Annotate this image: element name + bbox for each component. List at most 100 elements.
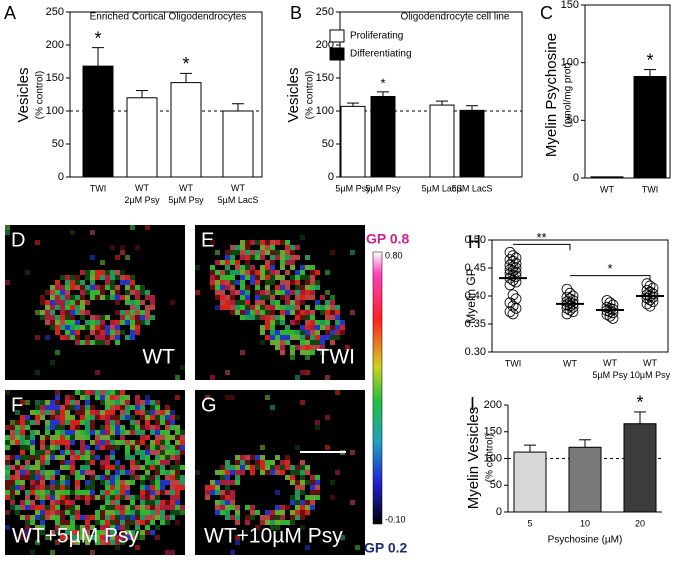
pixel	[135, 305, 140, 310]
pixel	[205, 395, 210, 400]
pixel	[220, 510, 225, 515]
pixel	[145, 505, 150, 510]
panel-letter: A	[4, 3, 16, 23]
pixel	[155, 405, 160, 410]
pixel	[105, 430, 110, 435]
pixel	[100, 325, 105, 330]
pixel	[15, 430, 20, 435]
pixel	[175, 395, 180, 400]
pixel	[105, 275, 110, 280]
pixel	[105, 425, 110, 430]
y-tick-label: 100	[561, 57, 579, 69]
pixel	[130, 305, 135, 310]
pixel	[275, 490, 280, 495]
pixel	[145, 315, 150, 320]
pixel	[130, 500, 135, 505]
pixel	[70, 305, 75, 310]
pixel	[120, 540, 125, 545]
pixel	[180, 445, 185, 450]
pixel	[245, 455, 250, 460]
pixel	[265, 280, 270, 285]
pixel	[35, 505, 40, 510]
pixel	[5, 470, 10, 475]
pixel	[110, 295, 115, 300]
pixel	[5, 440, 10, 445]
pixel	[120, 480, 125, 485]
pixel	[125, 525, 130, 530]
pixel	[330, 335, 335, 340]
pixel	[20, 535, 25, 540]
pixel	[120, 430, 125, 435]
pixel	[225, 305, 230, 310]
pixel	[235, 280, 240, 285]
x-tick-label: WT	[600, 184, 614, 194]
pixel	[275, 285, 280, 290]
pixel	[115, 520, 120, 525]
pixel	[120, 295, 125, 300]
significance-bracket	[513, 243, 571, 251]
pixel	[335, 335, 340, 340]
pixel	[140, 505, 145, 510]
pixel	[125, 295, 130, 300]
pixel	[25, 440, 30, 445]
pixel	[170, 300, 175, 305]
pixel	[270, 460, 275, 465]
pixel	[125, 320, 130, 325]
pixel	[125, 495, 130, 500]
pixel	[40, 400, 45, 405]
pixel	[80, 305, 85, 310]
pixel	[150, 400, 155, 405]
pixel	[240, 270, 245, 275]
pixel	[310, 265, 315, 270]
pixel	[150, 445, 155, 450]
pixel	[265, 520, 270, 525]
pixel	[5, 280, 10, 285]
pixel	[115, 285, 120, 290]
pixel	[45, 475, 50, 480]
pixel	[95, 535, 100, 540]
pixel	[120, 250, 125, 255]
pixel	[150, 440, 155, 445]
pixel	[150, 500, 155, 505]
pixel	[295, 470, 300, 475]
pixel	[110, 415, 115, 420]
pixel	[135, 525, 140, 530]
pixel	[260, 455, 265, 460]
pixel	[280, 265, 285, 270]
pixel	[100, 465, 105, 470]
pixel	[310, 335, 315, 340]
pixel	[110, 490, 115, 495]
pixel	[310, 275, 315, 280]
pixel	[285, 310, 290, 315]
plot-frame	[584, 4, 671, 179]
image-label: WT	[142, 346, 175, 369]
pixel	[305, 470, 310, 475]
pixel	[120, 280, 125, 285]
pixel	[285, 305, 290, 310]
pixel	[205, 485, 210, 490]
pixel	[165, 450, 170, 455]
pixel	[100, 440, 105, 445]
pixel	[230, 300, 235, 305]
pixel	[70, 395, 75, 400]
pixel	[275, 335, 280, 340]
pixel	[295, 465, 300, 470]
chart-title: Oligodendrocyte cell line	[401, 12, 510, 23]
pixel	[105, 540, 110, 545]
data-point	[507, 250, 519, 262]
pixel	[120, 410, 125, 415]
pixel	[30, 450, 35, 455]
pixel	[95, 440, 100, 445]
pixel	[90, 320, 95, 325]
pixel	[110, 435, 115, 440]
pixel	[325, 305, 330, 310]
pixel	[300, 290, 305, 295]
pixel	[125, 415, 130, 420]
pixel	[70, 515, 75, 520]
pixel	[80, 490, 85, 495]
pixel	[95, 320, 100, 325]
pixel	[100, 540, 105, 545]
pixel	[110, 285, 115, 290]
pixel	[315, 490, 320, 495]
